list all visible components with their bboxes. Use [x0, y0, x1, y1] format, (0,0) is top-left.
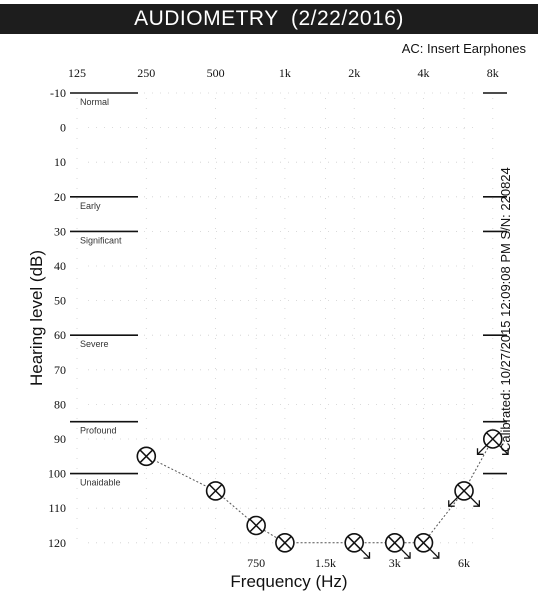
severity-label: Significant — [80, 235, 122, 245]
threshold-point — [384, 532, 411, 559]
y-tick-label: 50 — [54, 294, 66, 308]
axis-ticks: -10 0 10 20 30 40 50 60 70 80 90 100 110 120 125 250 500… — [48, 66, 499, 570]
series-line — [146, 438, 494, 544]
no-response-arrow — [400, 548, 411, 559]
x-tick-label-top: 2k — [348, 66, 360, 80]
y-tick-label: 120 — [48, 536, 66, 550]
x-axis-label: Frequency (Hz) — [230, 572, 347, 591]
point-cross — [486, 432, 500, 446]
y-tick-label: 70 — [54, 363, 66, 377]
severity-label: Unaidable — [80, 478, 121, 488]
y-tick-label: 20 — [54, 190, 66, 204]
y-tick-label: 0 — [60, 121, 66, 135]
y-tick-label: 10 — [54, 155, 66, 169]
y-tick-label: 110 — [48, 501, 66, 515]
x-tick-label-bottom: 6k — [458, 556, 470, 570]
severity-label: Early — [80, 201, 101, 211]
gridlines — [76, 92, 494, 547]
threshold-point — [205, 481, 226, 501]
x-tick-label-top: 250 — [137, 66, 155, 80]
threshold-point — [413, 532, 440, 559]
y-axis-label: Hearing level (dB) — [27, 250, 46, 386]
x-tick-label-top: 500 — [207, 66, 225, 80]
threshold-point — [448, 481, 480, 507]
threshold-point — [136, 446, 157, 467]
no-response-arrowhead — [502, 448, 509, 455]
chart-title-bar: AUDIOMETRY (2/22/2016) — [0, 4, 538, 34]
x-tick-label-top: 1k — [279, 66, 291, 80]
no-response-arrow — [429, 548, 440, 559]
severity-bands: Normal Early Significant Severe Profound Unai… — [70, 92, 507, 488]
no-response-arrowhead — [432, 552, 440, 559]
point-cross — [249, 518, 263, 533]
point-cross — [139, 449, 153, 463]
x-tick-label-bottom: 750 — [247, 556, 265, 570]
no-response-arrowhead — [363, 552, 371, 559]
no-response-arrow — [477, 444, 487, 455]
point-cross — [388, 536, 402, 550]
y-tick-label: 40 — [54, 259, 66, 273]
severity-label: Severe — [80, 339, 109, 349]
no-response-arrow — [469, 496, 480, 507]
y-tick-label: 80 — [54, 397, 66, 411]
y-tick-label: 100 — [48, 467, 66, 481]
x-tick-label-top: 8k — [487, 66, 499, 80]
no-response-arrow — [448, 496, 459, 507]
severity-label: Normal — [80, 97, 109, 107]
chart-title: AUDIOMETRY — [134, 7, 279, 30]
no-response-arrow — [498, 444, 509, 455]
threshold-point — [476, 429, 509, 455]
threshold-series — [136, 429, 509, 559]
x-tick-label-top: 125 — [68, 66, 86, 80]
audiogram-date: (2/22/2016) — [291, 7, 404, 30]
y-tick-label: 60 — [54, 328, 66, 342]
y-tick-label: 30 — [54, 224, 66, 238]
threshold-point — [344, 532, 371, 559]
transducer-label: AC: Insert Earphones — [401, 41, 526, 56]
point-cross — [457, 484, 471, 498]
point-cross — [278, 536, 292, 550]
y-tick-label: -10 — [50, 86, 66, 100]
point-cross — [416, 536, 431, 550]
no-response-arrowhead — [404, 552, 411, 559]
x-tick-label-bottom: 3k — [389, 556, 401, 570]
x-tick-label-top: 4k — [418, 66, 430, 80]
threshold-point — [246, 515, 266, 536]
no-response-arrowhead — [473, 500, 480, 507]
x-tick-label-bottom: 1.5k — [315, 556, 336, 570]
threshold-point — [275, 532, 295, 553]
no-response-arrow — [360, 548, 370, 559]
point-cross — [347, 536, 361, 550]
point-cross — [208, 484, 223, 498]
y-tick-label: 90 — [54, 432, 66, 446]
severity-label: Profound — [80, 426, 117, 436]
no-response-arrowhead — [476, 448, 484, 455]
no-response-arrowhead — [448, 500, 455, 507]
